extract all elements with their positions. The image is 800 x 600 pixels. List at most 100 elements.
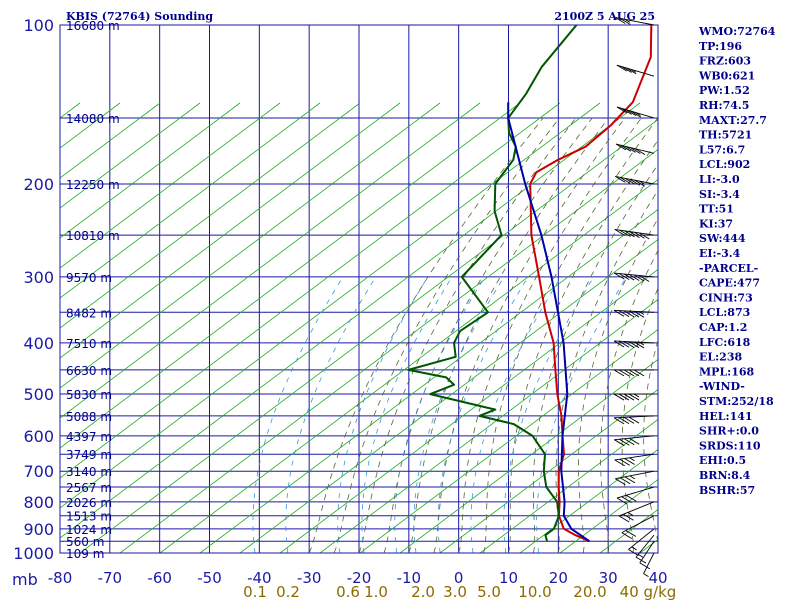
wind-barb <box>614 435 655 447</box>
temperature-tick-label: -20 <box>347 569 372 587</box>
dry-adiabat <box>79 119 658 553</box>
stat-line: FRZ:603 <box>699 55 751 68</box>
stat-line: WMO:72764 <box>698 25 776 38</box>
stat-line: SI:-3.4 <box>699 188 740 201</box>
mixing-ratio-label: 40 g/kg <box>620 583 677 600</box>
stat-line: SW:444 <box>699 232 746 245</box>
dry-adiabat <box>199 209 658 553</box>
wind-barb <box>613 369 654 377</box>
pressure-tick-label: 500 <box>23 385 54 404</box>
temperature-tick-label: -40 <box>247 569 272 587</box>
wind-barb <box>613 309 655 318</box>
stat-line: MPL:168 <box>699 365 755 378</box>
height-label: 2567 m <box>66 481 112 495</box>
height-label: 9570 m <box>66 271 112 285</box>
wind-barb <box>635 534 655 564</box>
sounding-time: 2100Z 5 AUG 25 <box>554 10 655 23</box>
stat-line: RH:74.5 <box>699 99 749 112</box>
height-label: 1024 m <box>66 523 112 537</box>
dry-adiabat <box>60 102 281 269</box>
mixing-ratio-line <box>252 276 344 553</box>
stat-line: LI:-3.0 <box>699 173 740 186</box>
stat-line: WB0:621 <box>698 69 755 82</box>
mixing-ratio-line <box>394 276 486 553</box>
stat-line: CAP:1.2 <box>699 321 747 334</box>
dry-adiabat <box>60 102 201 209</box>
mixing-ratio-line <box>361 276 453 553</box>
moist-adiabat <box>433 117 626 553</box>
mixing-ratio-line <box>503 276 595 553</box>
mixing-ratio-line <box>470 276 562 553</box>
stat-line: BRN:8.4 <box>699 469 751 482</box>
wind-barb <box>615 17 655 26</box>
mixing-ratio-label: 0.2 <box>276 583 300 600</box>
mixing-ratio-label: 0.6 <box>336 583 360 600</box>
mixing-ratio-labels: 0.1 0.2 0.6 1.0 2.0 3.0 5.0 10.0 20.0 40 g/kg <box>243 583 676 600</box>
mixing-ratio-line <box>413 276 505 553</box>
mixing-ratio-label: 20.0 <box>573 583 606 600</box>
height-label: 7510 m <box>66 337 112 351</box>
mixing-ratio-line <box>337 276 429 553</box>
height-label: 2026 m <box>66 496 112 510</box>
height-label: 1513 m <box>66 510 112 524</box>
height-label: 3140 m <box>66 465 112 479</box>
height-label: 14080 m <box>66 112 120 126</box>
stat-line: PW:1.52 <box>699 84 750 97</box>
pressure-tick-label: 300 <box>23 268 54 287</box>
dry-adiabat <box>319 299 658 553</box>
mixing-ratio-label: 2.0 <box>411 583 435 600</box>
stat-line: TT:51 <box>699 203 734 216</box>
height-label: 3749 m <box>66 448 112 462</box>
mixing-ratio-label: 0.1 <box>243 583 267 600</box>
dry-adiabat <box>60 102 361 329</box>
stat-line: MAXT:27.7 <box>699 114 767 127</box>
dry-adiabat <box>479 418 658 553</box>
pressure-tick-label: 400 <box>23 334 54 353</box>
moist-adiabat <box>358 117 577 553</box>
temperature-tick-label: 20 <box>549 569 568 587</box>
wind-barb <box>639 540 655 570</box>
dry-adiabat <box>60 102 641 539</box>
wind-barb <box>616 486 655 505</box>
temperature-trace <box>529 25 653 543</box>
height-label: 5830 m <box>66 388 112 402</box>
plot-frame <box>59 24 659 554</box>
stat-line: LFC:618 <box>699 336 751 349</box>
stat-line: BSHR:57 <box>699 484 755 497</box>
temperature-tick-label: -70 <box>98 569 123 587</box>
height-label: 560 m <box>66 535 104 549</box>
dry-adiabat <box>119 149 658 553</box>
mixing-ratio-line <box>437 276 529 553</box>
stat-line: CAPE:477 <box>699 277 760 290</box>
moist-adiabat <box>383 117 593 553</box>
dry-adiabat <box>60 102 241 239</box>
dry-adiabat <box>60 102 561 479</box>
temperature-tick-label: 40 <box>648 569 667 587</box>
wind-barb <box>621 515 655 539</box>
wind-barb <box>643 552 655 578</box>
temperature-tick-label: -10 <box>397 569 422 587</box>
parcel-trace <box>507 102 590 543</box>
wind-barb <box>615 143 655 156</box>
pressure-tick-label: 600 <box>23 427 54 446</box>
dry-adiabat <box>439 388 658 553</box>
temperature-tick-label: -30 <box>297 569 322 587</box>
wind-barb <box>616 64 655 77</box>
dry-adiabat-lines <box>60 102 658 553</box>
stat-line: HEL:141 <box>699 410 753 423</box>
pressure-tick-labels: 100 200 300 400 500 600 700 800 900 1000 <box>13 16 54 563</box>
stat-line: EL:238 <box>699 351 742 364</box>
height-label: 10810 m <box>66 229 120 243</box>
stat-line: STM:252/18 <box>699 395 774 408</box>
height-label: 6630 m <box>66 364 112 378</box>
wind-barb <box>615 470 655 486</box>
pressure-tick-label: 900 <box>23 520 54 539</box>
stat-line: SRDS:110 <box>699 439 761 452</box>
stat-line: -PARCEL- <box>699 262 758 275</box>
moist-adiabat <box>458 117 642 553</box>
dry-adiabat <box>359 329 658 553</box>
dry-adiabat <box>239 239 658 553</box>
